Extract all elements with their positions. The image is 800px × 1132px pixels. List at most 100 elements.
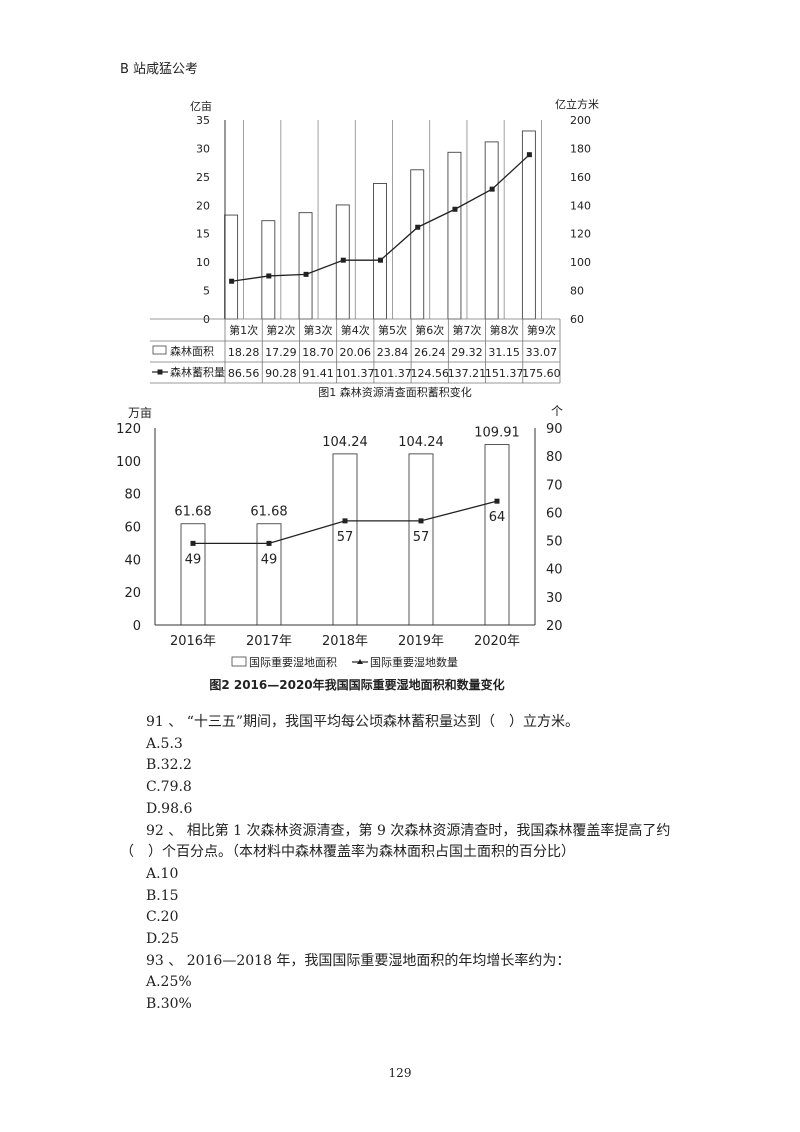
- category-label: 2018年: [322, 634, 368, 649]
- category-label: 第3次: [304, 323, 333, 337]
- right-tick-label: 80: [546, 450, 563, 465]
- answer-option[interactable]: A.10: [146, 865, 179, 882]
- question-91-text: 91 、 “十三五”期间，我国平均每公顷森林蓄积量达到（ ）立方米。: [146, 714, 580, 730]
- right-tick-label: 120: [570, 228, 591, 241]
- legend-stock-volume: 森林蓄积量: [170, 365, 225, 379]
- forest-area-bar: [298, 212, 313, 320]
- left-tick-label: 15: [196, 228, 210, 241]
- wetland-count-point: [494, 498, 500, 504]
- forest-area-value: 31.15: [488, 346, 520, 359]
- category-label: 2016年: [170, 634, 216, 649]
- question-section: 91 、 “十三五”期间，我国平均每公顷森林蓄积量达到（ ）立方米。 A.5.3 B…: [120, 712, 720, 1016]
- wetland-count-point: [266, 540, 272, 546]
- answer-option[interactable]: C.20: [146, 909, 179, 926]
- answer-option[interactable]: B.32.2: [146, 757, 192, 774]
- stock-volume-value: 151.37: [485, 367, 524, 380]
- left-tick-label: 120: [116, 422, 141, 437]
- chart1-caption: 图1 森林资源清查面积蓄积变化: [318, 385, 472, 399]
- right-tick-label: 140: [570, 199, 591, 212]
- left-tick-label: 25: [196, 171, 210, 184]
- forest-area-value: 18.28: [228, 346, 260, 359]
- category-label: 2019年: [398, 634, 444, 649]
- wetland-count-point: [418, 518, 424, 524]
- wetland-count-point: [342, 518, 348, 524]
- legend-line-marker: [357, 659, 363, 664]
- wetland-area-label: 61.68: [174, 505, 211, 520]
- right-tick-label: 60: [570, 313, 584, 326]
- stock-volume-point: [229, 278, 235, 284]
- stock-volume-value: 101.37: [373, 367, 412, 380]
- right-tick-label: 60: [546, 506, 563, 521]
- right-tick-label: 20: [546, 619, 563, 634]
- wetland-count-label: 57: [413, 530, 430, 545]
- left-tick-label: 10: [196, 256, 210, 269]
- stock-volume-point: [266, 273, 272, 279]
- question-93-text: 93 、 2016—2018 年，我国国际重要湿地面积的年均增长率约为：: [146, 952, 571, 969]
- left-tick-label: 30: [196, 142, 210, 155]
- wetland-count-label: 49: [185, 552, 202, 567]
- wetland-area-bar: [408, 453, 434, 626]
- answer-option[interactable]: B.30%: [146, 996, 192, 1013]
- right-tick-label: 80: [570, 285, 584, 298]
- category-label: 第4次: [341, 323, 370, 337]
- left-tick-label: 60: [124, 521, 141, 536]
- forest-area-bar: [410, 169, 425, 320]
- stock-volume-value: 137.21: [448, 367, 487, 380]
- forest-area-bar: [224, 214, 239, 320]
- stock-volume-point: [452, 206, 458, 212]
- stock-volume-point: [378, 257, 383, 263]
- answer-option[interactable]: A.5.3: [146, 735, 183, 752]
- wetland-area-bar: [256, 523, 282, 626]
- category-label: 第5次: [378, 323, 407, 337]
- forest-chart: 亿亩 亿立方米 0 5 10 15 20 25 30 35 60 80 100 120 140 160 180 2…: [150, 97, 599, 399]
- right-tick-label: 50: [546, 535, 563, 550]
- wetland-area-bar: [332, 453, 358, 626]
- forest-area-value: 17.29: [265, 346, 297, 359]
- forest-area-bar: [261, 220, 276, 320]
- right-tick-label: 160: [570, 171, 591, 184]
- left-tick-label: 40: [124, 553, 141, 568]
- forest-area-value: 29.32: [451, 346, 483, 359]
- question-92-text: 92 、 相比第 1 次森林资源清查，第 9 次森林资源清查时，我国森林覆盖率提…: [146, 822, 671, 839]
- stock-volume-point: [303, 271, 309, 277]
- right-tick-label: 30: [546, 591, 563, 606]
- category-label: 第2次: [266, 323, 295, 337]
- wetland-count-point: [190, 540, 196, 546]
- forest-area-bar: [484, 141, 499, 320]
- stock-volume-point: [526, 152, 532, 158]
- left-tick-label: 20: [124, 586, 141, 601]
- forest-area-bar: [447, 151, 462, 320]
- stock-volume-point: [415, 224, 421, 230]
- answer-option[interactable]: D.98.6: [146, 800, 193, 817]
- left-tick-label: 0: [133, 619, 141, 634]
- wetland-area-bar: [180, 523, 206, 626]
- answer-option[interactable]: B.15: [146, 887, 179, 904]
- stock-volume-value: 101.37: [336, 367, 375, 380]
- left-tick-label: 80: [124, 488, 141, 503]
- right-axis-unit: 亿立方米: [555, 97, 599, 111]
- chart2-caption: 图2 2016—2020年我国国际重要湿地面积和数量变化: [209, 677, 504, 692]
- stock-volume-value: 175.60: [522, 367, 561, 380]
- category-label: 第7次: [452, 323, 481, 337]
- category-label: 第6次: [415, 323, 444, 337]
- wetland-area-label: 104.24: [322, 435, 368, 450]
- legend-bar-swatch: [152, 345, 167, 355]
- stock-volume-value: 124.56: [410, 367, 449, 380]
- right-tick-label: 90: [546, 422, 563, 437]
- wetland-area-label: 61.68: [250, 505, 287, 520]
- left-tick-label: 20: [196, 199, 210, 212]
- left-axis-unit: 万亩: [128, 405, 152, 420]
- legend-wetland-count: 国际重要湿地数量: [370, 655, 458, 669]
- answer-option[interactable]: D.25: [146, 931, 179, 948]
- answer-option[interactable]: C.79.8: [146, 779, 192, 796]
- stock-volume-value: 86.56: [228, 367, 260, 380]
- forest-area-value: 18.70: [302, 346, 334, 359]
- wetland-count-label: 57: [337, 530, 354, 545]
- right-tick-label: 100: [570, 256, 591, 269]
- right-tick-label: 200: [570, 114, 591, 127]
- wetland-count-label: 64: [489, 510, 506, 525]
- forest-area-value: 33.07: [526, 346, 558, 359]
- forest-area-value: 20.06: [340, 346, 372, 359]
- answer-option[interactable]: A.25%: [146, 974, 192, 991]
